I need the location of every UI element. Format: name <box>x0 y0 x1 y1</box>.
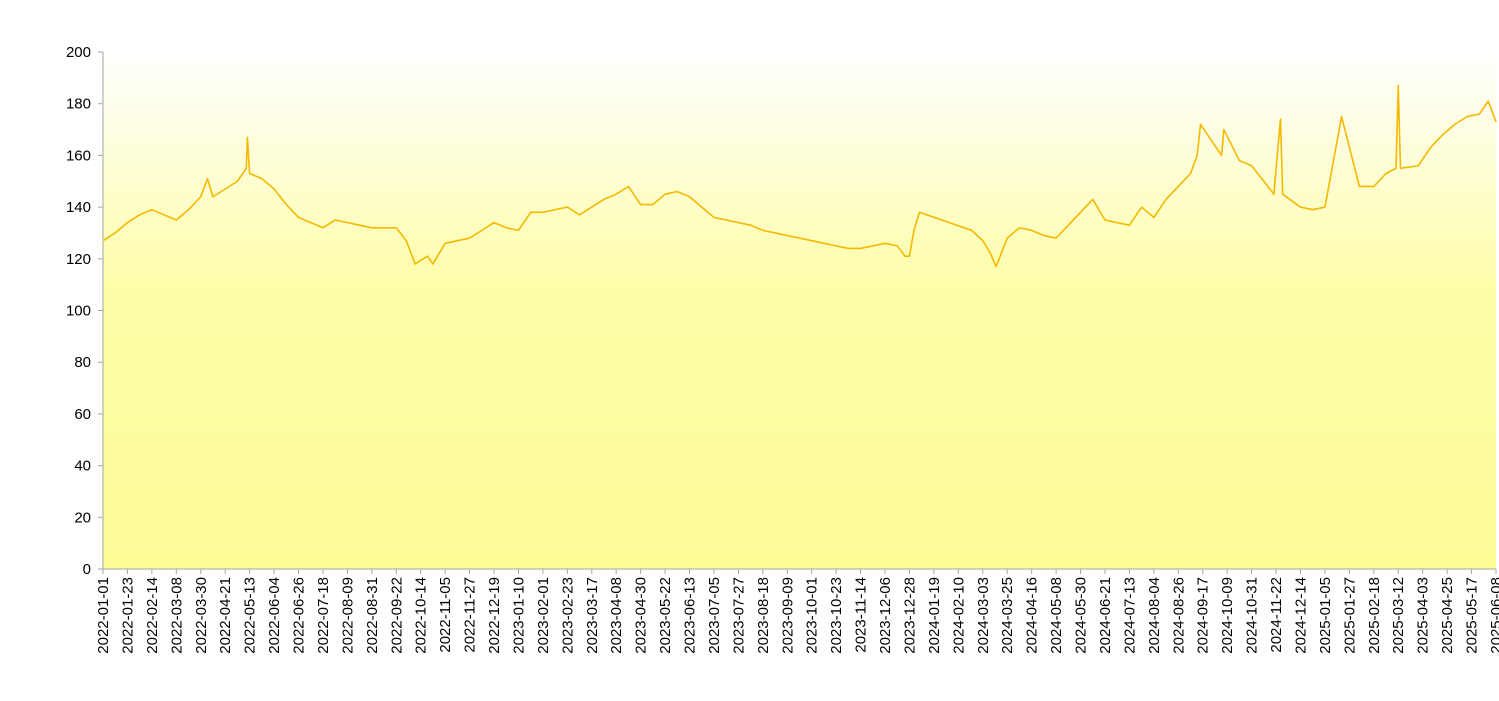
data-line <box>102 84 1497 268</box>
x-tick-label: 2023-03-17 <box>584 577 601 654</box>
x-tick-label: 2022-11-05 <box>437 577 454 653</box>
x-tick-label: 2025-01-27 <box>1341 577 1358 654</box>
x-tick-label: 2022-11-27 <box>462 577 479 653</box>
x-tick-label: 2023-10-01 <box>804 577 821 654</box>
x-tick-label: 2023-09-09 <box>779 577 796 654</box>
x-tick-label: 2022-02-14 <box>144 577 161 654</box>
y-tick-label: 40 <box>74 458 91 475</box>
x-tick-label: 2023-07-05 <box>706 577 723 654</box>
x-tick-label: 2022-06-26 <box>291 577 308 654</box>
x-tick-label: 2024-06-21 <box>1097 577 1114 654</box>
x-tick-label: 2023-01-10 <box>510 577 527 654</box>
x-tick-label: 2024-03-03 <box>975 577 992 654</box>
x-tick-label: 2022-01-01 <box>95 577 112 654</box>
x-tick-label: 2025-06-08 <box>1488 577 1499 654</box>
x-tick-label: 2025-03-12 <box>1390 577 1407 654</box>
x-tick-label: 2024-02-10 <box>950 577 967 654</box>
x-tick-label: 2022-08-31 <box>364 577 381 654</box>
x-tick-label: 2023-07-27 <box>730 577 747 654</box>
x-tick-label: 2024-09-17 <box>1195 577 1212 654</box>
x-tick-label: 2024-05-08 <box>1048 577 1065 654</box>
x-tick-label: 2024-10-09 <box>1219 577 1236 654</box>
x-tick-label: 2024-08-04 <box>1146 577 1163 654</box>
x-tick-label: 2022-06-04 <box>266 577 283 654</box>
x-tick-label: 2022-01-23 <box>119 577 136 654</box>
x-tick-label: 2023-11-14 <box>853 577 870 653</box>
x-tick-label: 2024-08-26 <box>1170 577 1187 654</box>
x-tick-label: 2025-05-17 <box>1464 577 1481 654</box>
x-tick-label: 2022-12-19 <box>486 577 503 654</box>
y-tick-label: 160 <box>66 147 91 164</box>
y-tick-label: 20 <box>74 509 91 526</box>
x-tick-label: 2023-04-08 <box>608 577 625 654</box>
x-tick-label: 2022-03-30 <box>193 577 210 654</box>
x-tick-label: 2024-07-13 <box>1121 577 1138 654</box>
y-tick-label: 120 <box>66 251 91 268</box>
x-tick-label: 2024-12-14 <box>1292 577 1309 654</box>
x-tick-label: 2022-03-08 <box>168 577 185 654</box>
x-tick-label: 2024-03-25 <box>999 577 1016 654</box>
x-tick-label: 2023-02-23 <box>559 577 576 654</box>
x-tick-label: 2024-01-19 <box>926 577 943 654</box>
x-tick-label: 2023-08-18 <box>755 577 772 654</box>
y-tick-label: 80 <box>74 354 91 371</box>
x-tick-label: 2022-09-22 <box>388 577 405 654</box>
x-tick-label: 2022-05-13 <box>242 577 259 654</box>
x-tick-label: 2022-04-21 <box>217 577 234 654</box>
plot-area <box>103 52 1496 569</box>
x-tick-label: 2024-05-30 <box>1073 577 1090 654</box>
x-tick-label: 2025-04-25 <box>1439 577 1456 654</box>
x-tick-label: 2023-02-01 <box>535 577 552 654</box>
x-tick-label: 2024-10-31 <box>1244 577 1261 654</box>
y-tick-label: 60 <box>74 406 91 423</box>
x-tick-label: 2022-07-18 <box>315 577 332 654</box>
y-tick-label: 140 <box>66 199 91 216</box>
y-tick-label: 180 <box>66 96 91 113</box>
x-tick-label: 2024-11-22 <box>1268 577 1285 653</box>
x-tick-label: 2023-06-13 <box>682 577 699 654</box>
x-tick-label: 2024-04-16 <box>1024 577 1041 654</box>
x-tick-label: 2025-02-18 <box>1366 577 1383 654</box>
x-tick-label: 2023-05-22 <box>657 577 674 654</box>
y-tick-label: 0 <box>83 561 91 578</box>
x-tick-label: 2025-01-05 <box>1317 577 1334 654</box>
y-tick-label: 200 <box>66 44 91 61</box>
x-tick-label: 2023-10-23 <box>828 577 845 654</box>
x-tick-label: 2023-12-06 <box>877 577 894 654</box>
x-tick-label: 2022-10-14 <box>413 577 430 654</box>
y-tick-label: 100 <box>66 303 91 320</box>
x-tick-label: 2023-04-30 <box>633 577 650 654</box>
x-tick-label: 2023-12-28 <box>901 577 918 654</box>
x-tick-label: 2025-04-03 <box>1415 577 1432 654</box>
x-tick-label: 2022-08-09 <box>339 577 356 654</box>
